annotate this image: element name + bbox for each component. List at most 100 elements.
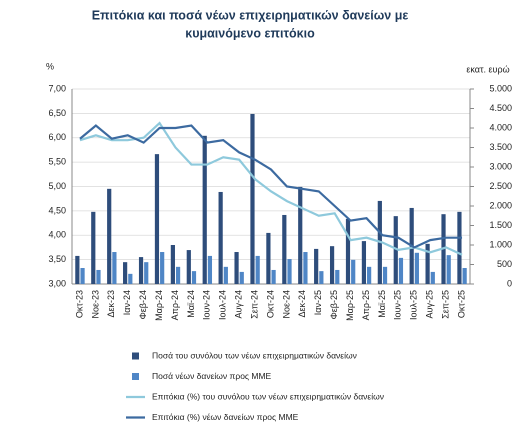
bar — [75, 255, 80, 284]
y2-tick-label: 4.000 — [489, 122, 512, 132]
y-tick-label: 4,00 — [48, 230, 66, 240]
bar — [282, 214, 287, 284]
x-tick-label: Ιαν-24 — [122, 290, 132, 315]
bar — [303, 252, 308, 284]
x-tick-label: Φεβ-24 — [138, 290, 148, 319]
bar — [128, 273, 133, 284]
x-tick-label: Ιουλ-25 — [409, 290, 419, 320]
bar — [96, 269, 101, 284]
bar — [202, 135, 207, 284]
bar — [223, 266, 228, 284]
y2-tick-label: 2.500 — [489, 181, 512, 191]
bar — [345, 218, 351, 284]
y2-tick-label: 0 — [507, 278, 512, 288]
y-tick-label: 4,50 — [48, 205, 66, 215]
legend-label: Επιτόκια (%) του συνόλου των νέων επιχει… — [152, 391, 384, 401]
x-tick-label: Απρ-25 — [361, 290, 371, 320]
legend-label: Ποσά του συνόλου των νέων επιχειρηματικώ… — [152, 350, 357, 360]
x-tick-label: Νοε-23 — [90, 290, 100, 319]
bar — [112, 252, 117, 284]
bar — [462, 268, 467, 284]
bar — [367, 266, 372, 284]
y2-tick-label: 4.500 — [489, 103, 512, 113]
bar — [191, 271, 197, 284]
x-tick-label: Οκτ-23 — [74, 290, 84, 318]
bar — [382, 266, 388, 284]
bar — [218, 191, 223, 284]
bar — [186, 250, 191, 284]
y2-tick-label: 3.500 — [489, 142, 512, 152]
x-tick-label: Μαρ-25 — [345, 290, 355, 321]
bar — [430, 271, 435, 284]
y-tick-label: 5,00 — [48, 181, 66, 191]
y2-tick-label: 1.000 — [489, 239, 512, 249]
bar — [266, 232, 271, 284]
x-tick-label: Ιουλ-24 — [218, 290, 228, 320]
x-tick-label: Φεβ-25 — [329, 290, 339, 319]
y-tick-label: 7,00 — [48, 83, 66, 93]
y-tick-label: 5,50 — [48, 157, 66, 167]
x-tick-label: Σεπ-25 — [440, 290, 450, 319]
x-tick-label: Μαϊ-25 — [377, 290, 387, 318]
bar — [207, 255, 213, 284]
x-tick-label: Σεπ-24 — [249, 290, 259, 319]
y2-tick-label: 1.500 — [489, 220, 512, 230]
bar — [91, 211, 96, 284]
line-series — [79, 121, 463, 256]
x-tick-label: Νοε-24 — [281, 290, 291, 319]
bar — [287, 259, 292, 284]
bar — [144, 262, 149, 284]
bar — [329, 246, 335, 284]
bar — [425, 243, 430, 284]
bar — [170, 245, 175, 284]
x-tick-label: Αυγ-25 — [425, 290, 435, 318]
bar — [107, 188, 112, 284]
bar — [271, 269, 276, 284]
bar — [414, 252, 419, 284]
legend-label: Επιτόκια (%) νέων δανείων προς ΜΜΕ — [152, 412, 299, 422]
bar — [398, 257, 404, 284]
bar — [255, 255, 260, 284]
x-tick-label: Ιουν-24 — [202, 290, 212, 320]
x-tick-label: Δεκ-23 — [106, 290, 116, 318]
x-tick-label: Ιαν-25 — [313, 290, 323, 315]
bar — [239, 271, 244, 284]
legend-swatch — [132, 373, 139, 380]
x-tick-label: Δεκ-24 — [297, 290, 307, 318]
y-tick-label: 3,50 — [48, 254, 66, 264]
y-axis-label: % — [46, 61, 54, 71]
bar — [298, 186, 303, 284]
x-tick-label: Οκτ-24 — [265, 290, 275, 318]
y2-tick-label: 500 — [497, 259, 512, 269]
y2-tick-label: 3.000 — [489, 161, 512, 171]
chart-title: κυμαινόμενο επιτόκιο — [185, 26, 315, 40]
line-series — [79, 124, 463, 249]
bar — [351, 259, 356, 284]
bar — [250, 113, 255, 285]
y2-tick-label: 2.000 — [489, 200, 512, 210]
x-tick-label: Οκτ-25 — [456, 290, 466, 318]
bar — [123, 262, 128, 284]
y-tick-label: 3,00 — [48, 278, 66, 288]
x-tick-label: Μαρ-24 — [154, 290, 164, 321]
y-tick-label: 6,50 — [48, 108, 66, 118]
bar — [234, 252, 239, 284]
y-tick-label: 6,00 — [48, 132, 66, 142]
chart-title: Επιτόκια και ποσά νέων επιχειρηματικών δ… — [92, 8, 409, 22]
bar — [446, 255, 451, 284]
y2-axis-label: εκατ. ευρώ — [466, 64, 509, 74]
bar — [393, 216, 398, 284]
legend-label: Ποσά νέων δανείων προς ΜΜΕ — [152, 371, 272, 381]
bar — [138, 257, 144, 284]
bar — [160, 252, 165, 284]
legend-swatch — [132, 352, 139, 360]
bar — [335, 269, 340, 284]
bar — [319, 271, 324, 284]
bar — [80, 268, 85, 284]
y2-tick-label: 5.000 — [489, 83, 512, 93]
bar — [457, 211, 462, 284]
bar — [175, 266, 181, 284]
bar — [154, 154, 160, 284]
bar — [361, 241, 367, 284]
